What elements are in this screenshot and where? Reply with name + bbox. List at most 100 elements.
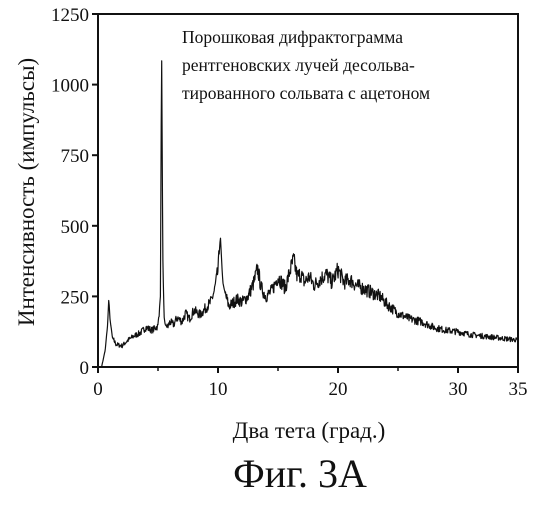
data-point bbox=[409, 318, 410, 319]
data-point bbox=[163, 316, 164, 317]
data-point bbox=[217, 270, 218, 271]
data-point bbox=[193, 310, 194, 311]
data-point bbox=[210, 301, 211, 302]
y-tick-label: 1250 bbox=[51, 5, 89, 26]
x-tick-label: 0 bbox=[93, 379, 103, 400]
data-point bbox=[160, 296, 161, 297]
data-point bbox=[445, 330, 446, 331]
annotation-line-3: тированного сольвата с ацетоном bbox=[182, 83, 430, 103]
series-line bbox=[101, 60, 519, 368]
data-point bbox=[162, 253, 163, 254]
data-point bbox=[108, 299, 109, 300]
data-point bbox=[112, 337, 113, 338]
y-axis-ticks: 0 250 500 750 1000 1250 bbox=[51, 5, 98, 379]
data-point bbox=[107, 324, 108, 325]
data-point bbox=[185, 313, 186, 314]
data-point bbox=[517, 340, 518, 341]
data-point bbox=[127, 340, 128, 341]
data-point bbox=[493, 337, 494, 338]
data-point bbox=[105, 349, 106, 350]
plot-border bbox=[97, 13, 519, 368]
data-point bbox=[167, 327, 168, 328]
series-group bbox=[101, 50, 519, 368]
data-point bbox=[257, 268, 258, 269]
data-point bbox=[293, 259, 294, 260]
data-point bbox=[313, 285, 314, 286]
data-point bbox=[225, 293, 226, 294]
y-tick-label: 1000 bbox=[51, 76, 89, 97]
data-point bbox=[457, 331, 458, 332]
data-point bbox=[145, 327, 146, 328]
data-point bbox=[181, 321, 182, 322]
data-point bbox=[222, 282, 223, 283]
data-point bbox=[165, 324, 166, 325]
data-point bbox=[355, 285, 356, 286]
data-point bbox=[469, 334, 470, 335]
data-point bbox=[379, 296, 380, 297]
data-point bbox=[421, 321, 422, 322]
data-point bbox=[433, 327, 434, 328]
data-point bbox=[361, 287, 362, 288]
y-tick-label: 250 bbox=[61, 287, 90, 308]
data-point bbox=[253, 282, 254, 283]
data-point bbox=[300, 273, 301, 274]
data-point bbox=[115, 344, 116, 345]
data-point bbox=[304, 282, 305, 283]
data-point bbox=[271, 290, 272, 291]
data-point bbox=[505, 338, 506, 339]
data-point bbox=[281, 282, 282, 283]
figure-caption: Фиг. 3А bbox=[233, 451, 367, 496]
data-point bbox=[173, 324, 174, 325]
data-point bbox=[319, 279, 320, 280]
data-point bbox=[481, 335, 482, 336]
y-tick-label: 0 bbox=[80, 358, 90, 379]
annotation-line-1: Порошковая дифрактограмма bbox=[182, 27, 403, 47]
x-axis-ticks: 0 10 20 30 35 bbox=[93, 367, 528, 400]
data-point bbox=[265, 296, 266, 297]
data-point bbox=[241, 301, 242, 302]
data-point bbox=[331, 282, 332, 283]
data-point bbox=[277, 276, 278, 277]
data-point bbox=[189, 318, 190, 319]
data-point bbox=[157, 325, 158, 326]
data-point bbox=[169, 321, 170, 322]
data-point bbox=[349, 279, 350, 280]
data-point bbox=[199, 314, 200, 315]
data-point bbox=[133, 335, 134, 336]
data-point bbox=[343, 282, 344, 283]
data-point bbox=[261, 287, 262, 288]
data-point bbox=[289, 270, 290, 271]
annotation-line-2: рентгеновских лучей десольва- bbox=[182, 55, 415, 75]
x-tick-label: 20 bbox=[329, 379, 348, 400]
data-point bbox=[151, 330, 152, 331]
data-point bbox=[385, 303, 386, 304]
data-point bbox=[397, 313, 398, 314]
data-point bbox=[309, 276, 310, 277]
y-axis-label: Интенсивность (импульсы) bbox=[14, 58, 39, 326]
data-point bbox=[297, 276, 298, 277]
data-point bbox=[367, 290, 368, 291]
data-point bbox=[337, 269, 338, 270]
x-tick-label: 35 bbox=[509, 379, 528, 400]
y-tick-label: 750 bbox=[61, 146, 90, 167]
data-point bbox=[214, 290, 215, 291]
data-point bbox=[177, 317, 178, 318]
data-point bbox=[237, 299, 238, 300]
plot-frame bbox=[97, 13, 519, 368]
data-point bbox=[285, 287, 286, 288]
data-point bbox=[139, 333, 140, 334]
data-point bbox=[161, 50, 162, 51]
data-point bbox=[220, 236, 221, 237]
data-point bbox=[232, 303, 233, 304]
x-tick-label: 10 bbox=[209, 379, 228, 400]
data-point bbox=[109, 318, 110, 319]
y-tick-label: 500 bbox=[61, 217, 90, 238]
data-point bbox=[121, 345, 122, 346]
data-point bbox=[205, 307, 206, 308]
data-point bbox=[325, 273, 326, 274]
data-point bbox=[101, 366, 102, 367]
x-axis-label: Два тета (град.) bbox=[233, 418, 386, 443]
data-point bbox=[373, 293, 374, 294]
